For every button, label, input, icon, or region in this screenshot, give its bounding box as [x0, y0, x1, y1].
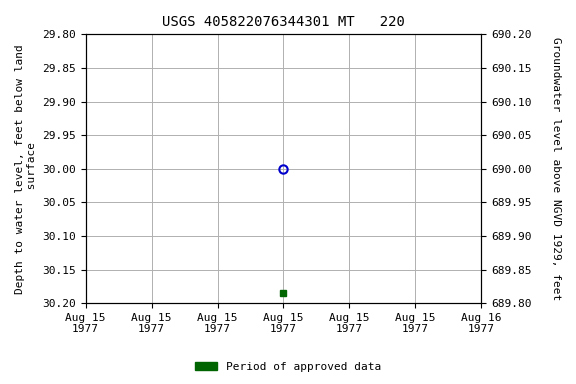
Y-axis label: Groundwater level above NGVD 1929, feet: Groundwater level above NGVD 1929, feet: [551, 37, 561, 300]
Title: USGS 405822076344301 MT   220: USGS 405822076344301 MT 220: [162, 15, 405, 29]
Legend: Period of approved data: Period of approved data: [191, 358, 385, 377]
Y-axis label: Depth to water level, feet below land
 surface: Depth to water level, feet below land su…: [15, 44, 37, 294]
